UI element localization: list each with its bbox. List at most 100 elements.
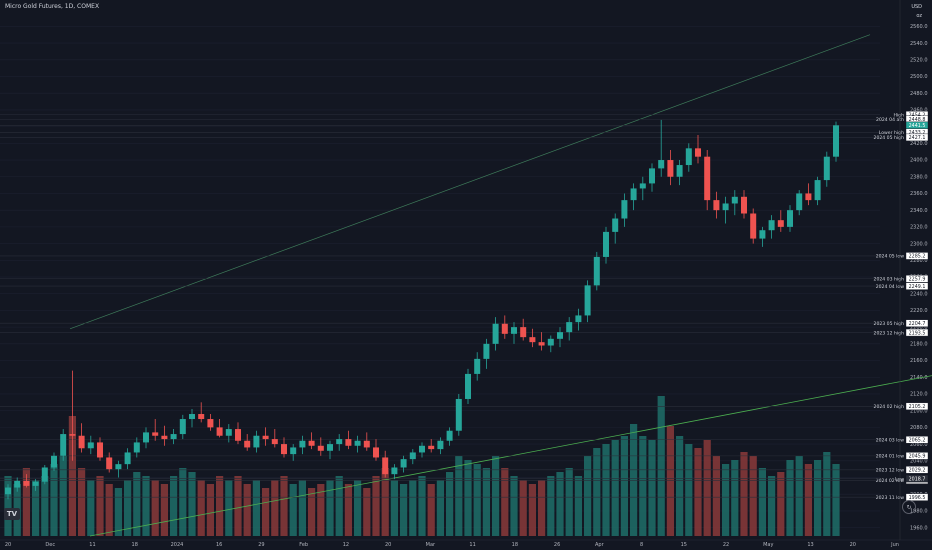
candle-body[interactable] [336, 439, 343, 445]
candle-body[interactable] [713, 200, 720, 211]
candle-body[interactable] [189, 414, 195, 420]
candle-body[interactable] [225, 429, 232, 436]
candle-body[interactable] [455, 398, 462, 431]
candle-body[interactable] [621, 200, 628, 219]
candle-body[interactable] [69, 434, 76, 436]
candle-body[interactable] [805, 193, 812, 201]
candle-body[interactable] [557, 332, 563, 339]
candle-body[interactable] [299, 440, 306, 448]
candle-body[interactable] [547, 338, 554, 346]
candle-body[interactable] [695, 148, 701, 157]
candle-body[interactable] [345, 439, 352, 446]
candle-body[interactable] [281, 444, 287, 455]
currency-label[interactable]: USD [911, 4, 922, 10]
candle-body[interactable] [290, 447, 297, 455]
candle-body[interactable] [373, 447, 379, 458]
candle-body[interactable] [253, 435, 260, 448]
candle-body[interactable] [704, 156, 711, 201]
candle-body[interactable] [603, 231, 609, 257]
candle-body[interactable] [575, 315, 582, 323]
unit-label[interactable]: oz [916, 13, 922, 19]
candle-body[interactable] [400, 459, 407, 468]
level-price-tag [905, 282, 929, 290]
candle-body[interactable] [814, 180, 821, 201]
candle-body[interactable] [437, 440, 444, 450]
candle-body[interactable] [207, 419, 214, 428]
candle-body[interactable] [14, 480, 21, 488]
candle-body[interactable] [492, 323, 499, 344]
candle-body[interactable] [51, 455, 57, 468]
candle-body[interactable] [179, 419, 186, 435]
candle-body[interactable] [161, 435, 168, 440]
candle-body[interactable] [685, 148, 692, 166]
candle-body[interactable] [520, 327, 527, 338]
volume-bar [528, 484, 536, 536]
candle-body[interactable] [391, 467, 398, 475]
candle-body[interactable] [97, 442, 103, 458]
candle-body[interactable] [511, 327, 517, 334]
candle-body[interactable] [787, 210, 793, 227]
candle-body[interactable] [833, 125, 839, 157]
candle-body[interactable] [382, 457, 389, 475]
candle-body[interactable] [796, 193, 803, 211]
candle-body[interactable] [308, 440, 315, 446]
candle-body[interactable] [198, 414, 205, 420]
candle-body[interactable] [60, 434, 67, 456]
candle-body[interactable] [133, 442, 140, 453]
candle-body[interactable] [759, 230, 766, 239]
candle-body[interactable] [143, 432, 149, 443]
candle-body[interactable] [474, 358, 481, 374]
candle-body[interactable] [483, 343, 490, 359]
candle-body[interactable] [538, 342, 545, 346]
upper-trendline[interactable] [69, 34, 871, 330]
candle-body[interactable] [235, 429, 241, 441]
candle-body[interactable] [777, 220, 784, 227]
candle-body[interactable] [750, 213, 757, 239]
candle-body[interactable] [317, 445, 324, 451]
candle-body[interactable] [529, 337, 536, 343]
candle-body[interactable] [419, 445, 425, 453]
candle-body[interactable] [106, 457, 113, 470]
candle-body[interactable] [722, 203, 729, 211]
candle-body[interactable] [170, 434, 177, 440]
candle-body[interactable] [566, 322, 573, 333]
candle-body[interactable] [271, 439, 278, 445]
candle-body[interactable] [354, 440, 361, 446]
candle-body[interactable] [124, 452, 131, 465]
candle-body[interactable] [465, 373, 471, 399]
candle-body[interactable] [658, 160, 665, 169]
candle-body[interactable] [327, 444, 333, 451]
candle-body[interactable] [409, 452, 416, 460]
candle-body[interactable] [630, 188, 637, 201]
candle-body[interactable] [446, 430, 453, 441]
candle-body[interactable] [87, 442, 94, 449]
candle-body[interactable] [649, 168, 655, 184]
candle-body[interactable] [676, 165, 683, 177]
candle-body[interactable] [115, 464, 122, 470]
candle-body[interactable] [23, 480, 30, 486]
candle-body[interactable] [428, 445, 435, 450]
candle-body[interactable] [363, 440, 370, 448]
candle-body[interactable] [501, 323, 508, 334]
candle-body[interactable] [216, 427, 223, 436]
candle-body[interactable] [593, 256, 600, 286]
candle-body[interactable] [584, 285, 591, 316]
candle-body[interactable] [639, 183, 646, 189]
go-to-realtime-button[interactable]: ↻ [902, 500, 916, 514]
candle-body[interactable] [612, 218, 619, 232]
candle-body[interactable] [741, 196, 747, 214]
candle-body[interactable] [32, 481, 39, 486]
candle-body[interactable] [41, 467, 48, 482]
candle-body[interactable] [152, 432, 159, 436]
candle-body[interactable] [5, 487, 11, 495]
candle-body[interactable] [262, 435, 269, 440]
candle-body[interactable] [78, 435, 85, 449]
candle-body[interactable] [768, 220, 775, 231]
candle-body[interactable] [667, 160, 674, 177]
candle-body[interactable] [731, 196, 738, 204]
price-tick-label: 1980.0 [910, 509, 928, 515]
candle-body[interactable] [823, 156, 830, 181]
candle-body[interactable] [244, 440, 251, 448]
